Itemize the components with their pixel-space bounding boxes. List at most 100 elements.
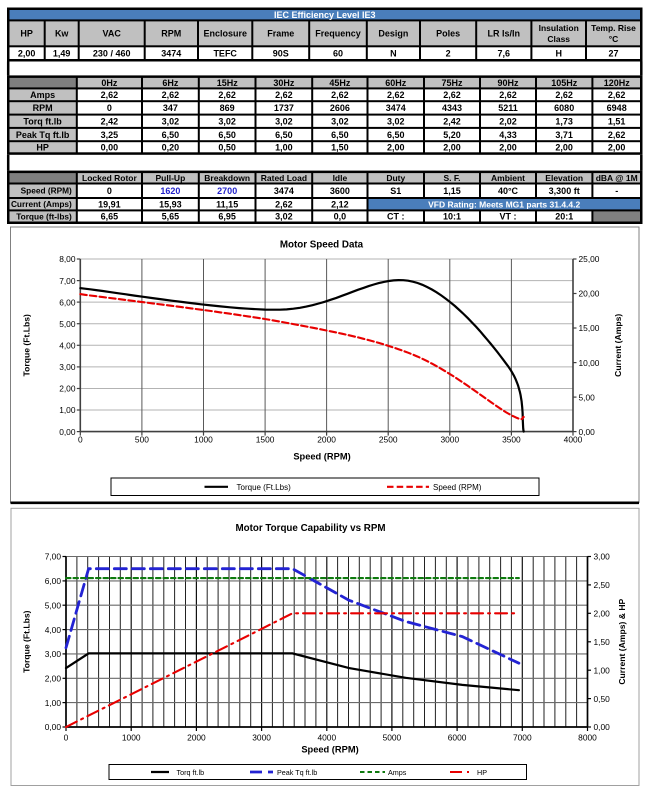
svg-text:10,00: 10,00 (579, 358, 600, 368)
svg-text:3,02: 3,02 (162, 117, 180, 127)
svg-text:Class: Class (547, 34, 570, 44)
svg-text:1,50: 1,50 (331, 143, 349, 153)
svg-text:5,00: 5,00 (59, 319, 76, 329)
svg-text:5,20: 5,20 (443, 130, 461, 140)
svg-text:2,62: 2,62 (218, 90, 236, 100)
svg-text:Speed (RPM): Speed (RPM) (21, 186, 72, 196)
svg-text:6,50: 6,50 (275, 130, 293, 140)
svg-text:3000: 3000 (252, 733, 271, 743)
svg-text:6948: 6948 (607, 103, 627, 113)
svg-text:Torque (Ft.Lbs): Torque (Ft.Lbs) (22, 314, 32, 377)
svg-text:3,00: 3,00 (594, 552, 611, 562)
svg-text:3,02: 3,02 (275, 212, 293, 222)
svg-text:Torque (ft-lbs): Torque (ft-lbs) (16, 211, 72, 221)
svg-text:0,00: 0,00 (101, 143, 119, 153)
svg-text:500: 500 (135, 435, 149, 445)
svg-text:0: 0 (78, 435, 83, 445)
svg-text:3500: 3500 (502, 435, 521, 445)
svg-text:3,02: 3,02 (218, 117, 236, 127)
svg-text:30Hz: 30Hz (273, 78, 295, 88)
svg-text:2,62: 2,62 (387, 90, 405, 100)
svg-text:RPM: RPM (161, 29, 181, 39)
svg-text:2,62: 2,62 (443, 90, 461, 100)
svg-text:LR Is/In: LR Is/In (488, 29, 521, 39)
svg-text:S1: S1 (390, 186, 401, 196)
svg-text:6,50: 6,50 (331, 130, 349, 140)
svg-text:Torque (Ft.Lbs): Torque (Ft.Lbs) (22, 610, 32, 673)
svg-text:0,50: 0,50 (218, 143, 236, 153)
svg-text:0,0: 0,0 (334, 212, 347, 222)
svg-text:7,00: 7,00 (59, 276, 76, 286)
svg-text:2000: 2000 (187, 733, 206, 743)
svg-text:Idle: Idle (333, 173, 348, 183)
svg-text:4000: 4000 (317, 733, 336, 743)
svg-text:2,62: 2,62 (162, 90, 180, 100)
svg-text:VAC: VAC (103, 29, 122, 39)
svg-text:Current (Amps): Current (Amps) (11, 199, 72, 209)
svg-text:Ambient: Ambient (491, 173, 525, 183)
svg-text:2,00: 2,00 (443, 143, 461, 153)
svg-text:2: 2 (446, 48, 451, 58)
svg-text:6,00: 6,00 (59, 297, 76, 307)
svg-text:VFD Rating: Meets MG1 parts 31: VFD Rating: Meets MG1 parts 31.4.4.2 (428, 199, 580, 209)
svg-text:5,00: 5,00 (45, 600, 62, 610)
svg-text:Duty: Duty (386, 173, 405, 183)
svg-text:Motor Speed Data: Motor Speed Data (280, 240, 364, 251)
svg-text:Rated Load: Rated Load (261, 173, 307, 183)
svg-text:0,00: 0,00 (594, 722, 611, 732)
svg-text:2,02: 2,02 (499, 117, 517, 127)
svg-text:2,62: 2,62 (608, 90, 626, 100)
svg-text:5000: 5000 (383, 733, 402, 743)
svg-text:3,02: 3,02 (331, 117, 349, 127)
svg-text:20,00: 20,00 (579, 289, 600, 299)
svg-text:2,62: 2,62 (275, 90, 293, 100)
svg-text:S. F.: S. F. (443, 173, 460, 183)
svg-text:2000: 2000 (317, 435, 336, 445)
svg-text:IEC Efficiency Level IE3: IEC Efficiency Level IE3 (274, 10, 376, 20)
svg-text:105Hz: 105Hz (551, 78, 578, 88)
svg-text:4000: 4000 (564, 435, 583, 445)
svg-text:2500: 2500 (379, 435, 398, 445)
svg-text:4,33: 4,33 (499, 130, 517, 140)
svg-text:Current (Amps): Current (Amps) (613, 314, 623, 377)
svg-text:2,00: 2,00 (59, 384, 76, 394)
svg-text:Poles: Poles (436, 29, 460, 39)
svg-text:1,00: 1,00 (45, 698, 62, 708)
svg-text:347: 347 (163, 103, 178, 113)
svg-text:15Hz: 15Hz (217, 78, 239, 88)
svg-text:1,73: 1,73 (555, 117, 573, 127)
svg-text:3600: 3600 (330, 186, 350, 196)
svg-text:75Hz: 75Hz (441, 78, 463, 88)
svg-text:2,62: 2,62 (275, 199, 293, 209)
svg-text:0,00: 0,00 (45, 722, 62, 732)
svg-text:6,00: 6,00 (45, 576, 62, 586)
svg-text:3,00: 3,00 (45, 649, 62, 659)
svg-text:H: H (555, 48, 562, 58)
svg-text:HP: HP (477, 768, 487, 777)
svg-text:90Hz: 90Hz (497, 78, 519, 88)
svg-text:2,50: 2,50 (594, 580, 611, 590)
svg-text:3474: 3474 (161, 48, 181, 58)
svg-text:2,62: 2,62 (499, 90, 517, 100)
svg-text:Motor Torque Capability vs RPM: Motor Torque Capability vs RPM (235, 523, 385, 534)
svg-text:Breakdown: Breakdown (204, 173, 250, 183)
svg-text:Insulation: Insulation (539, 23, 579, 33)
svg-text:RPM: RPM (33, 103, 53, 113)
svg-text:Torque (Ft.Lbs): Torque (Ft.Lbs) (237, 483, 292, 492)
svg-text:6Hz: 6Hz (162, 78, 179, 88)
svg-text:2,62: 2,62 (101, 90, 119, 100)
svg-text:1,15: 1,15 (443, 186, 461, 196)
svg-text:6000: 6000 (448, 733, 467, 743)
svg-text:2,62: 2,62 (555, 90, 573, 100)
svg-text:2,42: 2,42 (101, 117, 119, 127)
svg-text:2606: 2606 (330, 103, 350, 113)
svg-text:Torq ft.lb: Torq ft.lb (177, 768, 205, 777)
svg-text:2,42: 2,42 (443, 117, 461, 127)
svg-text:Speed (RPM): Speed (RPM) (433, 483, 482, 492)
svg-text:Pull-Up: Pull-Up (156, 173, 186, 183)
svg-text:Design: Design (378, 29, 408, 39)
svg-text:Amps: Amps (30, 90, 55, 100)
svg-text:2,00: 2,00 (387, 143, 405, 153)
svg-text:10:1: 10:1 (443, 212, 461, 222)
svg-text:7,00: 7,00 (45, 552, 62, 562)
